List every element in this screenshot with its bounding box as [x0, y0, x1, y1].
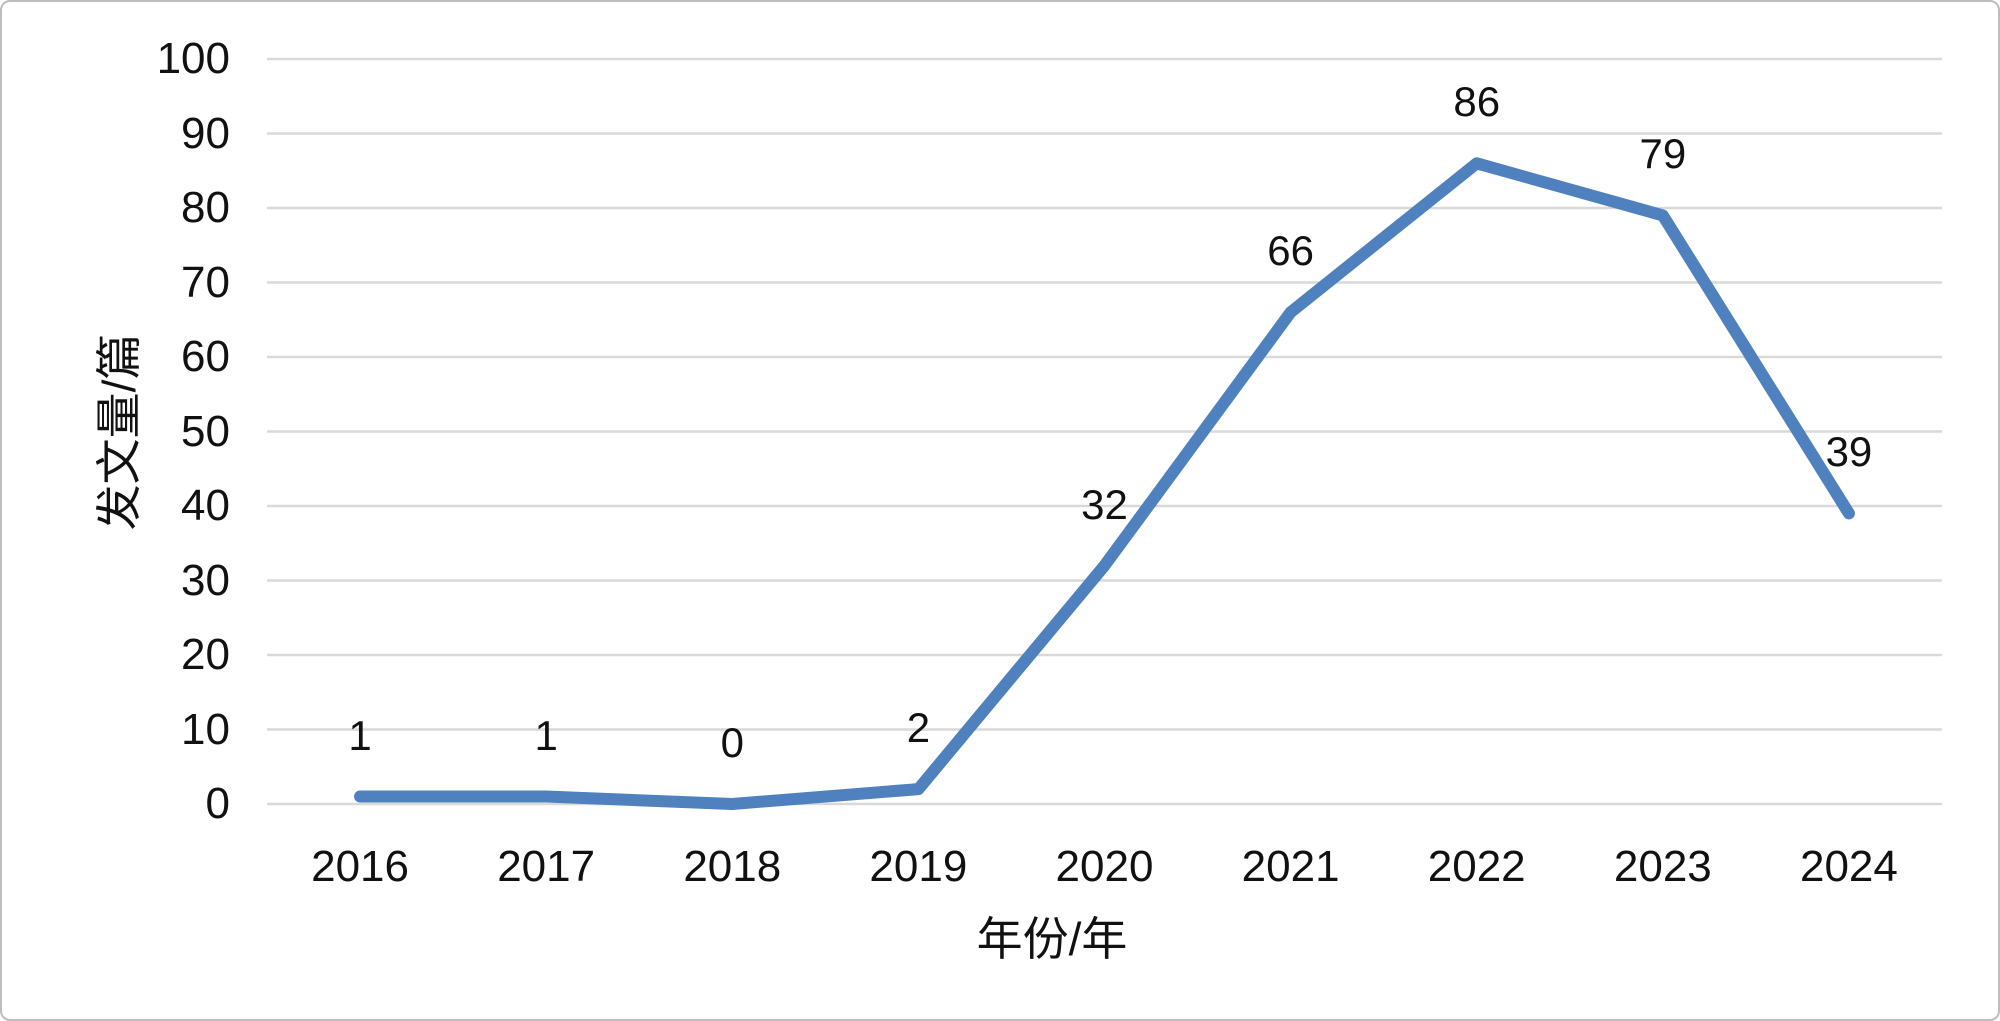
- y-tick-label: 90: [181, 108, 230, 158]
- x-tick-label: 2022: [1427, 842, 1526, 891]
- y-tick-label: 100: [156, 34, 230, 83]
- data-label: 86: [1453, 78, 1501, 126]
- x-tick-label: 2020: [1055, 842, 1154, 891]
- y-tick-label: 30: [181, 555, 230, 605]
- y-tick-label: 40: [181, 481, 230, 530]
- x-tick-label: 2017: [497, 842, 596, 891]
- data-label: 1: [534, 711, 558, 759]
- y-tick-label: 20: [181, 630, 230, 679]
- data-label: 2: [906, 704, 931, 752]
- data-label: 32: [1081, 480, 1128, 528]
- y-tick-label: 0: [205, 779, 230, 828]
- y-tick-label: 50: [181, 406, 230, 456]
- data-label: 0: [720, 719, 744, 766]
- x-tick-label: 2016: [311, 842, 409, 891]
- data-label: 66: [1267, 227, 1314, 275]
- x-tick-label: 2023: [1613, 842, 1712, 891]
- x-tick-label: 2019: [869, 842, 968, 891]
- y-tick-label: 10: [181, 704, 230, 754]
- series-line: [354, 157, 1855, 810]
- x-axis-title: 年份/年: [976, 913, 1128, 965]
- y-axis-title: 发文量/篇: [93, 333, 145, 531]
- y-tick-label: 80: [181, 183, 230, 232]
- gridlines: [267, 57, 1942, 806]
- y-tick-label: 70: [181, 257, 230, 307]
- x-tick-label: 2021: [1241, 842, 1340, 891]
- data-label: 1: [348, 711, 372, 759]
- data-label: 79: [1639, 130, 1687, 178]
- data-label: 39: [1825, 428, 1873, 476]
- y-tick-label: 60: [181, 332, 230, 381]
- x-tick-label: 2018: [683, 842, 782, 891]
- x-tick-label: 2024: [1799, 842, 1898, 891]
